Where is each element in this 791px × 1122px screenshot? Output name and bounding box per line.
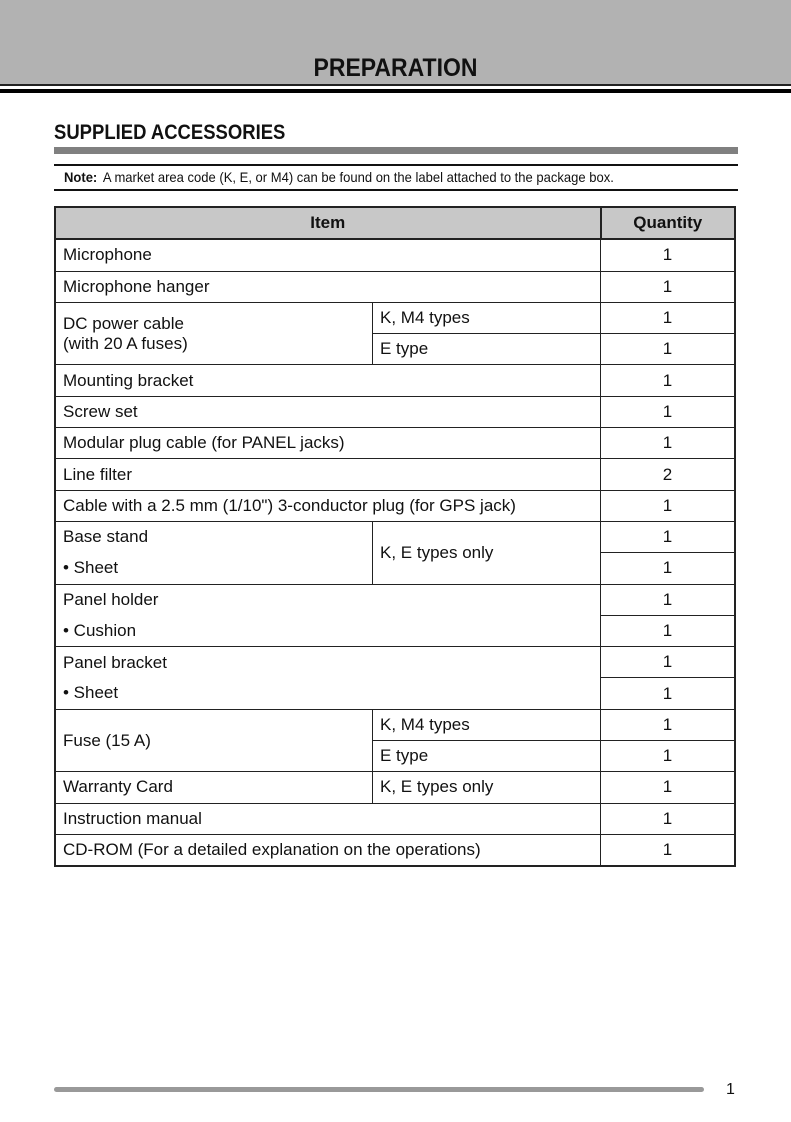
qty-cell: 2 bbox=[600, 458, 736, 491]
table-row: E type 1 bbox=[55, 333, 736, 366]
note-text: A market area code (K, E, or M4) can be … bbox=[102, 169, 614, 185]
section-title: SUPPLIED ACCESSORIES bbox=[54, 121, 286, 144]
item-cell: • Cushion bbox=[54, 615, 601, 648]
item-cell: Panel holder bbox=[54, 583, 601, 616]
qty-cell: 1 bbox=[600, 646, 736, 679]
table-row: Panel bracket 1 bbox=[54, 646, 736, 679]
table-row: Base stand K, E types only 1 bbox=[54, 520, 736, 585]
table-row: Fuse (15 A) K, M4 types 1 bbox=[54, 708, 736, 773]
qty-cell: 1 bbox=[600, 583, 736, 616]
item-cell: Fuse (15 A) bbox=[54, 708, 373, 773]
table-row: Cable with a 2.5 mm (1/10") 3-conductor … bbox=[54, 489, 736, 522]
qty-cell: 1 bbox=[600, 677, 736, 710]
note-label: Note: bbox=[64, 169, 98, 185]
qty-cell: 1 bbox=[600, 614, 736, 648]
qty-cell: 1 bbox=[600, 301, 736, 335]
item-cell: Line filter bbox=[54, 458, 601, 491]
item-cell: • Sheet bbox=[54, 552, 373, 585]
table-row: Panel holder 1 bbox=[54, 583, 736, 616]
table-row: E type 1 bbox=[55, 740, 736, 773]
table-row: Warranty Card K, E types only 1 bbox=[54, 771, 736, 804]
type-cell: K, E types only bbox=[372, 520, 601, 585]
note: Note: A market area code (K, E, or M4) ca… bbox=[64, 169, 614, 185]
table-header: Item Quantity bbox=[54, 205, 736, 241]
item-cell: DC power cable (with 20 A fuses) bbox=[54, 301, 373, 366]
header-quantity: Quantity bbox=[599, 205, 736, 241]
accessories-table: Item Quantity Microphone 1 Microphone hang… bbox=[54, 205, 736, 868]
qty-cell: 1 bbox=[600, 427, 736, 460]
item-cell: Mounting bracket bbox=[54, 364, 601, 397]
header-rule bbox=[0, 84, 791, 86]
table-row: Mounting bracket 1 bbox=[54, 364, 736, 397]
qty-cell: 1 bbox=[600, 833, 736, 867]
item-cell: Warranty Card bbox=[54, 771, 373, 804]
table-row: CD-ROM (For a detailed explanation on th… bbox=[54, 833, 736, 867]
table-row: Screw set 1 bbox=[54, 395, 736, 429]
note-rule-top bbox=[54, 164, 738, 166]
item-cell: Panel bracket bbox=[54, 646, 601, 678]
item-cell: Screw set bbox=[54, 395, 601, 429]
table-row: • Sheet 1 bbox=[54, 677, 736, 710]
table-row: Microphone hanger 1 bbox=[54, 270, 736, 303]
section-bar bbox=[54, 147, 738, 154]
item-cell: CD-ROM (For a detailed explanation on th… bbox=[54, 833, 601, 867]
page-number: 1 bbox=[726, 1081, 735, 1098]
item-text: DC power cable bbox=[63, 313, 184, 333]
qty-cell: 1 bbox=[600, 489, 736, 522]
qty-cell: 1 bbox=[600, 552, 736, 585]
type-cell: K, M4 types bbox=[372, 708, 601, 742]
qty-cell: 1 bbox=[600, 771, 736, 804]
note-rule-bottom bbox=[54, 189, 738, 191]
qty-cell: 1 bbox=[600, 520, 736, 554]
page-title: PREPARATION bbox=[313, 54, 478, 82]
table-row: Instruction manual 1 bbox=[54, 802, 736, 835]
qty-cell: 1 bbox=[600, 364, 736, 397]
header-rule-thick bbox=[0, 89, 791, 93]
item-cell: Microphone hanger bbox=[54, 270, 601, 303]
item-cell: Base stand bbox=[54, 520, 373, 553]
table-row: DC power cable (with 20 A fuses) K, M4 typ… bbox=[54, 301, 736, 366]
type-cell: K, M4 types bbox=[372, 301, 601, 335]
table-row: Modular plug cable (for PANEL jacks) 1 bbox=[54, 427, 736, 460]
table-row: • Cushion 1 bbox=[54, 614, 736, 648]
header-item: Item bbox=[54, 205, 602, 241]
item-cell: Instruction manual bbox=[54, 802, 601, 835]
qty-cell: 1 bbox=[600, 802, 736, 835]
item-cell: Cable with a 2.5 mm (1/10") 3-conductor … bbox=[54, 489, 601, 522]
item-cell: Modular plug cable (for PANEL jacks) bbox=[54, 427, 601, 460]
qty-cell: 1 bbox=[600, 333, 736, 366]
qty-cell: 1 bbox=[600, 270, 736, 303]
table-row: • Sheet 1 bbox=[54, 552, 736, 585]
qty-cell: 1 bbox=[600, 238, 736, 272]
item-cell: Microphone bbox=[54, 238, 601, 272]
table-row: Line filter 2 bbox=[54, 458, 736, 491]
item-cell: • Sheet bbox=[54, 677, 601, 710]
table-row: Microphone 1 bbox=[54, 238, 736, 272]
type-cell: E type bbox=[372, 740, 601, 773]
type-cell: E type bbox=[372, 333, 601, 366]
header-band bbox=[0, 0, 791, 84]
qty-cell: 1 bbox=[600, 395, 736, 429]
qty-cell: 1 bbox=[600, 708, 736, 742]
item-text-2: (with 20 A fuses) bbox=[63, 333, 188, 353]
footer-bar bbox=[54, 1087, 704, 1092]
qty-cell: 1 bbox=[600, 740, 736, 773]
type-cell: K, E types only bbox=[372, 771, 601, 804]
